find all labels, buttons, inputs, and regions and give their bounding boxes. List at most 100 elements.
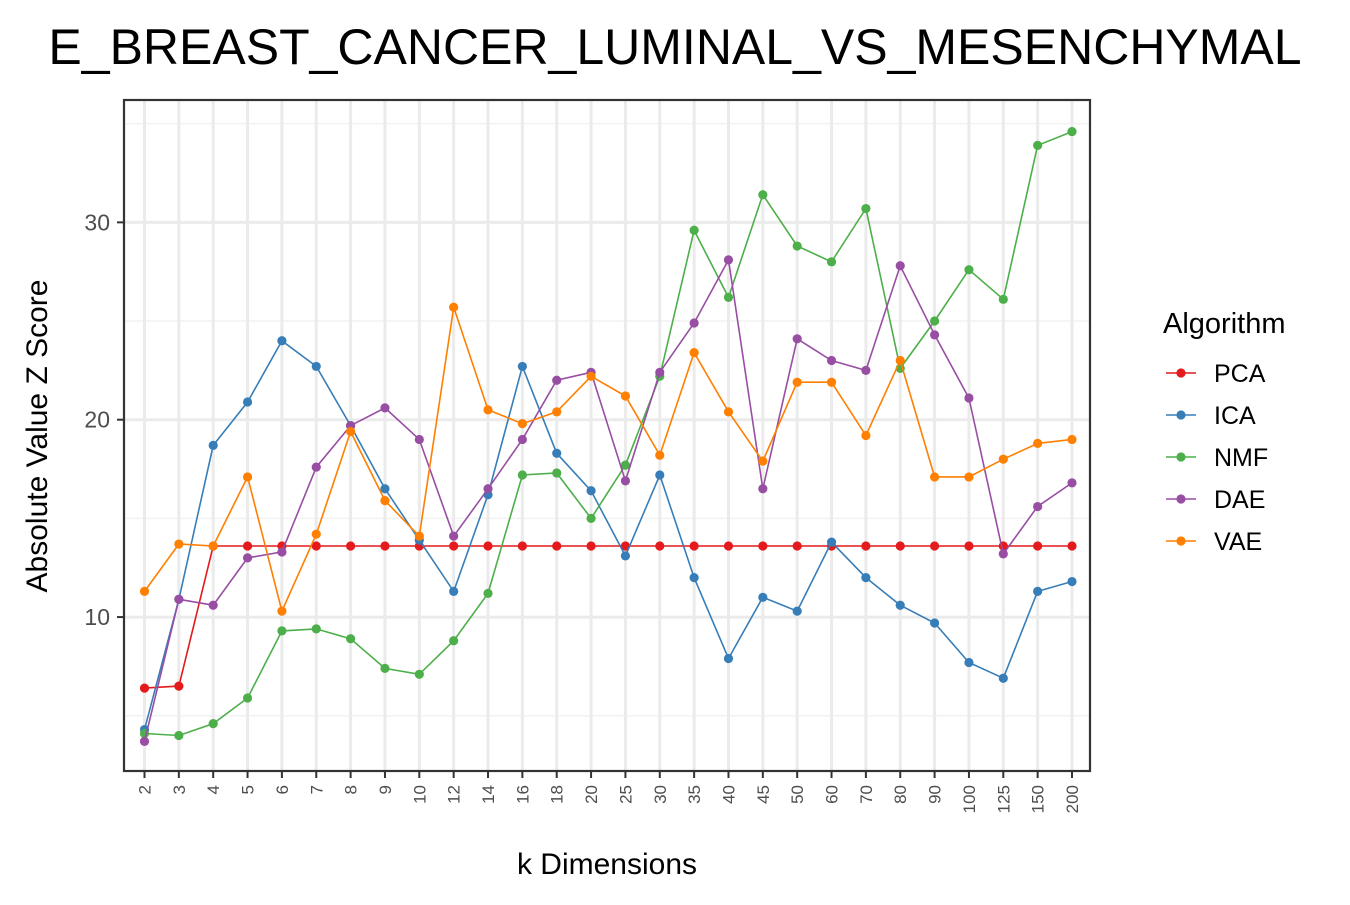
legend: Algorithm PCA ICA NMF DAE VAE [1163, 308, 1286, 556]
data-point-ica [758, 592, 768, 602]
data-point-nmf [174, 730, 184, 741]
data-point-vae [208, 541, 218, 551]
data-point-vae [552, 407, 562, 417]
data-point-ica [895, 600, 905, 610]
data-point-ica [380, 484, 390, 494]
data-point-nmf [311, 624, 321, 634]
data-point-ica [792, 606, 802, 616]
data-point-ica [929, 618, 940, 628]
series-vae [139, 302, 1077, 616]
data-point-ica [655, 470, 665, 480]
data-point-nmf [689, 225, 699, 235]
x-tick-label: 12 [445, 785, 464, 804]
x-tick-label: 3 [170, 785, 189, 794]
data-point-ica [723, 653, 734, 664]
data-point-pca [723, 541, 734, 551]
data-point-vae [380, 496, 390, 506]
series-line-dae [143, 257, 1073, 742]
data-point-pca [929, 541, 940, 551]
data-point-ica [242, 397, 253, 407]
data-point-dae [861, 365, 871, 375]
data-point-vae [483, 405, 493, 415]
data-point-dae [517, 434, 527, 445]
data-point-ica [1033, 586, 1043, 597]
data-point-pca [895, 541, 905, 551]
data-point-nmf [929, 316, 940, 326]
data-point-dae [414, 434, 424, 445]
data-point-vae [242, 472, 253, 482]
legend-key-point [1176, 452, 1186, 462]
data-point-dae [655, 367, 665, 377]
data-point-pca [139, 683, 150, 693]
x-axis-title: k Dimensions [517, 848, 697, 881]
data-point-vae [792, 377, 802, 387]
data-point-pca [380, 541, 390, 551]
data-point-pca [861, 541, 871, 551]
x-tick-label: 18 [548, 785, 567, 804]
legend-label-pca: PCA [1214, 360, 1266, 388]
data-point-vae [139, 586, 150, 597]
data-point-ica [964, 657, 974, 668]
data-point-pca [964, 541, 974, 551]
data-point-vae [929, 472, 940, 482]
data-point-dae [723, 255, 734, 265]
data-point-ica [826, 537, 837, 547]
x-tick-label: 9 [376, 785, 395, 794]
data-point-ica [586, 486, 596, 496]
data-point-dae [758, 484, 768, 494]
data-point-ica [517, 361, 527, 372]
series-pca [139, 541, 1077, 693]
data-point-nmf [449, 636, 459, 646]
chart-title: E_BREAST_CANCER_LUMINAL_VS_MESENCHYMAL [48, 19, 1301, 75]
data-point-pca [311, 541, 321, 551]
plot-panel [124, 100, 1090, 771]
data-point-ica [208, 440, 218, 450]
x-tick-label: 45 [754, 785, 773, 804]
data-point-nmf [586, 513, 596, 523]
data-point-dae [620, 476, 631, 486]
data-point-nmf [758, 190, 768, 200]
data-point-ica [449, 586, 459, 597]
data-point-ica [998, 673, 1008, 683]
data-point-pca [483, 541, 493, 551]
x-tick-label: 8 [342, 785, 361, 794]
legend-key-point [1176, 368, 1186, 378]
data-point-vae [620, 391, 631, 401]
data-point-ica [311, 361, 321, 372]
x-tick-label: 4 [204, 785, 223, 794]
data-point-nmf [1067, 126, 1077, 137]
data-point-vae [311, 529, 321, 539]
legend-item-vae: VAE [1166, 528, 1262, 556]
data-point-dae [242, 553, 253, 563]
x-tick-label: 200 [1063, 785, 1082, 813]
legend-label-vae: VAE [1214, 528, 1262, 556]
data-point-vae [277, 606, 287, 616]
data-point-vae [861, 430, 871, 441]
data-point-vae [414, 531, 424, 541]
data-point-nmf [208, 719, 218, 729]
data-point-vae [998, 454, 1008, 464]
data-point-dae [277, 547, 287, 557]
data-point-pca [1033, 541, 1043, 551]
y-tick-label: 10 [84, 604, 110, 630]
data-point-nmf [723, 292, 734, 302]
data-point-dae [998, 549, 1008, 559]
x-tick-label: 30 [651, 785, 670, 804]
data-point-dae [449, 531, 459, 541]
legend-item-dae: DAE [1166, 486, 1265, 514]
data-point-vae [826, 377, 837, 387]
data-point-dae [792, 334, 802, 344]
series-lines [139, 126, 1077, 746]
legend-label-nmf: NMF [1214, 444, 1268, 472]
data-point-ica [861, 572, 871, 583]
data-point-vae [449, 302, 459, 312]
data-point-nmf [620, 460, 631, 470]
data-point-dae [826, 355, 837, 366]
x-tick-label: 125 [994, 785, 1013, 813]
data-point-pca [620, 541, 631, 551]
legend-key-point [1176, 410, 1186, 420]
data-point-nmf [861, 203, 871, 214]
data-point-dae [174, 594, 184, 604]
